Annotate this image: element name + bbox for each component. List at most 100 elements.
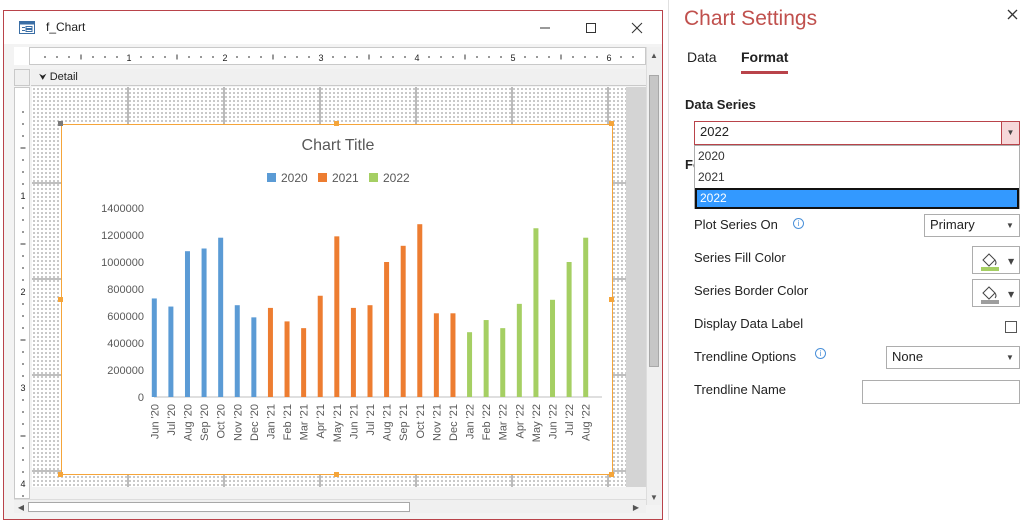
y-tick-label: 1400000 <box>101 203 144 215</box>
chart-bar <box>168 306 174 397</box>
minimize-button[interactable] <box>522 11 568 44</box>
trendline-options-select[interactable]: None ▼ <box>886 346 1020 369</box>
detail-section-bar[interactable]: ⮟ Detail <box>31 69 646 86</box>
x-tick-label: Apr '22 <box>514 404 526 439</box>
section-selector[interactable] <box>14 69 30 86</box>
chart-bar <box>301 328 307 397</box>
chart-settings-pane: Chart Settings Data Format Data Series 2… <box>668 0 1036 520</box>
info-icon[interactable]: i <box>815 348 826 359</box>
y-tick-label: 1200000 <box>101 230 144 242</box>
y-tick-label: 400000 <box>107 338 144 350</box>
form-window: f_Chart 1 2 3 4 5 6 1 2 3 4 ⮟ Detail <box>3 10 663 520</box>
vertical-scroll-thumb[interactable] <box>649 75 659 367</box>
resize-handle-left[interactable] <box>58 297 63 302</box>
display-data-label-checkbox[interactable] <box>1005 321 1017 333</box>
chart-bar <box>201 248 207 397</box>
paint-bucket-icon: ▼ <box>981 253 1015 271</box>
trendline-name-input[interactable] <box>862 380 1020 404</box>
series-fill-color-button[interactable]: ▼ <box>972 246 1020 274</box>
ruler-mark: 5 <box>510 53 515 63</box>
series-border-color-label: Series Border Color <box>694 283 809 298</box>
x-tick-label: May '22 <box>531 404 543 442</box>
x-tick-label: Sep '21 <box>398 404 410 441</box>
scroll-right-icon[interactable]: ▶ <box>632 502 640 512</box>
resize-handle-top[interactable] <box>334 121 339 126</box>
resize-handle-top-right[interactable] <box>609 121 614 126</box>
scroll-up-icon[interactable]: ▲ <box>650 50 658 60</box>
trendline-options-value: None <box>892 349 924 364</box>
chart-bar <box>284 321 290 397</box>
chart-bar <box>583 237 589 397</box>
x-tick-label: Oct '20 <box>216 404 228 439</box>
close-window-button[interactable] <box>614 11 660 44</box>
x-tick-label: Nov '21 <box>431 404 443 441</box>
scroll-left-icon[interactable]: ◀ <box>17 502 25 512</box>
dropdown-option-2022[interactable]: 2022 <box>695 188 1019 209</box>
tab-format[interactable]: Format <box>741 49 789 74</box>
x-tick-label: Jun '22 <box>548 404 560 439</box>
maximize-button[interactable] <box>568 11 614 44</box>
ruler-mark: 3 <box>20 383 25 393</box>
vertical-ruler-ticks: 1 2 3 4 <box>20 111 26 497</box>
x-tick-label: Sep '20 <box>199 404 211 441</box>
x-tick-label: Nov '20 <box>232 404 244 441</box>
x-tick-label: Jun '21 <box>348 404 360 439</box>
chart-title: Chart Title <box>302 137 375 154</box>
ruler-mark: 2 <box>20 287 25 297</box>
data-series-select[interactable]: 2022 ▼ <box>694 121 1020 145</box>
x-tick-label: Aug '22 <box>581 404 593 441</box>
horizontal-scrollbar[interactable]: ◀ ▶ <box>14 499 646 513</box>
scroll-down-icon[interactable]: ▼ <box>650 492 658 502</box>
x-tick-label: Feb '22 <box>481 404 493 440</box>
ruler-mark: 4 <box>414 53 419 63</box>
x-tick-label: Aug '21 <box>382 404 394 441</box>
dropdown-option-2021[interactable]: 2021 <box>698 170 725 184</box>
resize-handle-bottom-left[interactable] <box>58 472 63 477</box>
series-border-color-button[interactable]: ▼ <box>972 279 1020 307</box>
display-data-label-label: Display Data Label <box>694 316 804 331</box>
ruler-corner[interactable] <box>14 47 30 65</box>
data-series-heading: Data Series <box>685 97 756 112</box>
dropdown-option-2020[interactable]: 2020 <box>698 149 725 163</box>
tab-data[interactable]: Data <box>687 49 717 65</box>
resize-handle-right[interactable] <box>609 297 614 302</box>
form-titlebar: f_Chart <box>4 11 662 44</box>
chart-bar <box>317 295 323 397</box>
dropdown-arrow-icon[interactable]: ▼ <box>1001 122 1019 144</box>
horizontal-scroll-thumb[interactable] <box>28 502 410 512</box>
paint-bucket-icon: ▼ <box>981 286 1015 304</box>
y-tick-label: 800000 <box>107 284 144 296</box>
y-tick-label: 600000 <box>107 311 144 323</box>
data-series-dropdown-list: 2020 2021 2022 <box>694 145 1020 209</box>
chart-bar <box>384 262 390 397</box>
section-label: Detail <box>49 71 78 83</box>
x-tick-label: Oct '21 <box>415 404 427 439</box>
ruler-mark: 1 <box>126 53 131 63</box>
vertical-scrollbar[interactable]: ▲ ▼ <box>646 47 661 505</box>
section-chevron-icon: ⮟ <box>39 72 47 82</box>
resize-handle-bottom[interactable] <box>334 472 339 477</box>
chart-bar <box>400 245 406 397</box>
x-tick-label: Jul '21 <box>365 404 377 435</box>
legend-swatch <box>369 173 378 182</box>
chart-bar <box>218 237 224 397</box>
close-icon <box>631 22 643 33</box>
chart-control[interactable]: Chart Title 2020 2021 2022 1400000 1200000 100… <box>61 124 613 475</box>
horizontal-ruler-ticks: 1 2 3 4 5 6 <box>44 53 634 63</box>
close-pane-button[interactable] <box>1007 7 1018 25</box>
x-tick-label: Jan '21 <box>265 404 277 439</box>
resize-handle-bottom-right[interactable] <box>609 472 614 477</box>
x-tick-label: Mar '21 <box>299 404 311 440</box>
ruler-mark: 6 <box>606 53 611 63</box>
legend-label: 2021 <box>332 171 359 185</box>
plot-series-on-value: Primary <box>930 217 975 232</box>
legend-label: 2020 <box>281 171 308 185</box>
chart-bar <box>334 236 340 397</box>
move-handle[interactable] <box>58 121 63 126</box>
info-icon[interactable]: i <box>793 218 804 229</box>
plot-series-on-select[interactable]: Primary ▼ <box>924 214 1020 237</box>
series-fill-color-label: Series Fill Color <box>694 250 786 265</box>
minimize-icon <box>540 27 550 28</box>
data-series-value: 2022 <box>700 124 729 139</box>
chart-bar <box>151 298 157 397</box>
